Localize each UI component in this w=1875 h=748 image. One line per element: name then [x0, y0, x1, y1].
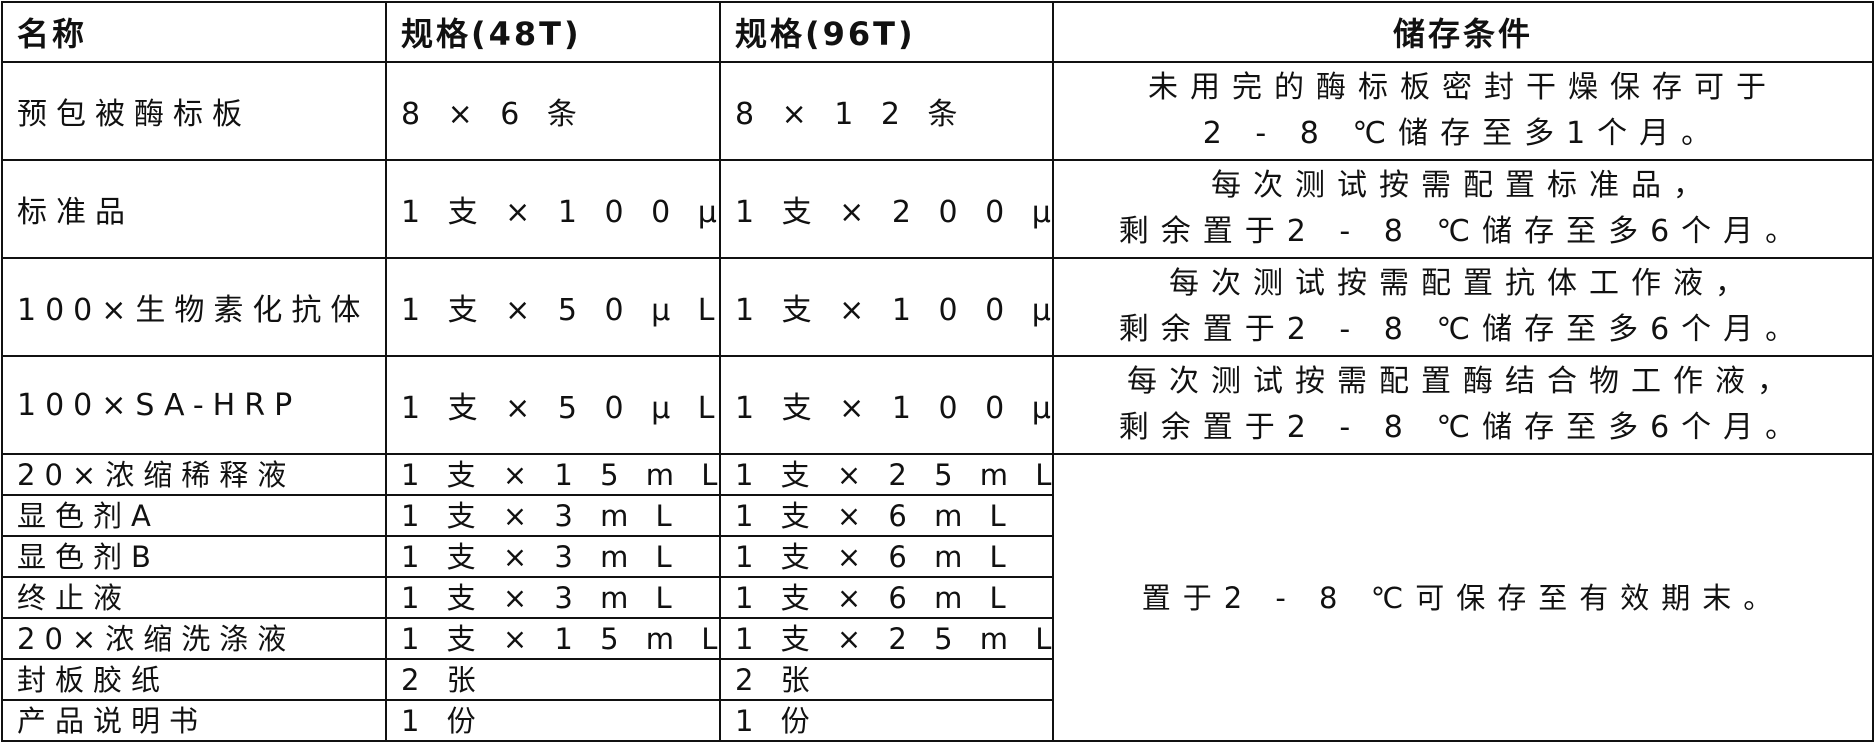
cell-spec96: 1 支 × 6 m L [719, 535, 1054, 578]
cell-storage: 每次测试按需配置酶结合物工作液， 剩余置于2 - 8 ℃储存至多6个月。 [1052, 355, 1874, 455]
cell-spec96: 1 支 × 2 0 0 μ L [719, 159, 1054, 259]
cell-spec48: 1 支 × 1 5 m L [385, 453, 721, 496]
storage-line: 每次测试按需配置标准品， [1211, 168, 1715, 203]
cell-spec48: 1 支 × 1 5 m L [385, 617, 721, 660]
header-storage: 储存条件 [1052, 1, 1874, 63]
cell-spec96: 1 支 × 6 m L [719, 494, 1054, 537]
storage-line: 每次测试按需配置酶结合物工作液， [1127, 364, 1799, 399]
storage-line: 剩余置于2 - 8 ℃储存至多6个月。 [1118, 312, 1808, 347]
cell-storage: 每次测试按需配置抗体工作液， 剩余置于2 - 8 ℃储存至多6个月。 [1052, 257, 1874, 357]
cell-spec48: 8 × 6 条 [385, 61, 721, 161]
storage-line: 未用完的酶标板密封干燥保存可于 [1148, 70, 1778, 105]
cell-storage: 未用完的酶标板密封干燥保存可于 2 - 8 ℃储存至多1个月。 [1052, 61, 1874, 161]
cell-spec96: 1 支 × 6 m L [719, 576, 1054, 619]
storage-line: 2 - 8 ℃储存至多1个月。 [1202, 116, 1724, 151]
cell-name: 预包被酶标板 [1, 61, 387, 161]
cell-spec48: 1 支 × 3 m L [385, 494, 721, 537]
storage-line: 每次测试按需配置抗体工作液， [1169, 266, 1757, 301]
cell-spec48: 2 张 [385, 658, 721, 701]
cell-name: 终止液 [1, 576, 387, 619]
cell-spec48: 1 支 × 3 m L [385, 576, 721, 619]
cell-spec96: 1 支 × 1 0 0 μ L [719, 355, 1054, 455]
header-name: 名称 [1, 1, 387, 63]
header-spec48: 规格(48T) [385, 1, 721, 63]
cell-storage: 每次测试按需配置标准品， 剩余置于2 - 8 ℃储存至多6个月。 [1052, 159, 1874, 259]
cell-name: 20×浓缩稀释液 [1, 453, 387, 496]
cell-name: 标准品 [1, 159, 387, 259]
cell-spec48: 1 支 × 5 0 μ L [385, 355, 721, 455]
cell-name: 显色剂A [1, 494, 387, 537]
cell-spec96: 8 × 1 2 条 [719, 61, 1054, 161]
cell-spec96: 1 支 × 1 0 0 μ L [719, 257, 1054, 357]
cell-name: 20×浓缩洗涤液 [1, 617, 387, 660]
cell-spec96: 1 支 × 2 5 m L [719, 453, 1054, 496]
cell-spec48: 1 支 × 1 0 0 μ L [385, 159, 721, 259]
cell-shared-storage: 置于2 - 8 ℃可保存至有效期末。 [1052, 453, 1874, 742]
cell-spec96: 1 支 × 2 5 m L [719, 617, 1054, 660]
cell-spec48: 1 支 × 5 0 μ L [385, 257, 721, 357]
storage-line: 剩余置于2 - 8 ℃储存至多6个月。 [1118, 410, 1808, 445]
cell-spec96: 1 份 [719, 699, 1054, 742]
header-spec96: 规格(96T) [719, 1, 1054, 63]
cell-spec48: 1 份 [385, 699, 721, 742]
cell-name: 封板胶纸 [1, 658, 387, 701]
cell-name: 100×生物素化抗体 [1, 257, 387, 357]
cell-name: 产品说明书 [1, 699, 387, 742]
cell-name: 显色剂B [1, 535, 387, 578]
cell-name: 100×SA-HRP [1, 355, 387, 455]
header-row: 名称 规格(48T) 规格(96T) 储存条件 [1, 1, 1874, 63]
cell-spec48: 1 支 × 3 m L [385, 535, 721, 578]
cell-spec96: 2 张 [719, 658, 1054, 701]
storage-line: 剩余置于2 - 8 ℃储存至多6个月。 [1118, 214, 1808, 249]
